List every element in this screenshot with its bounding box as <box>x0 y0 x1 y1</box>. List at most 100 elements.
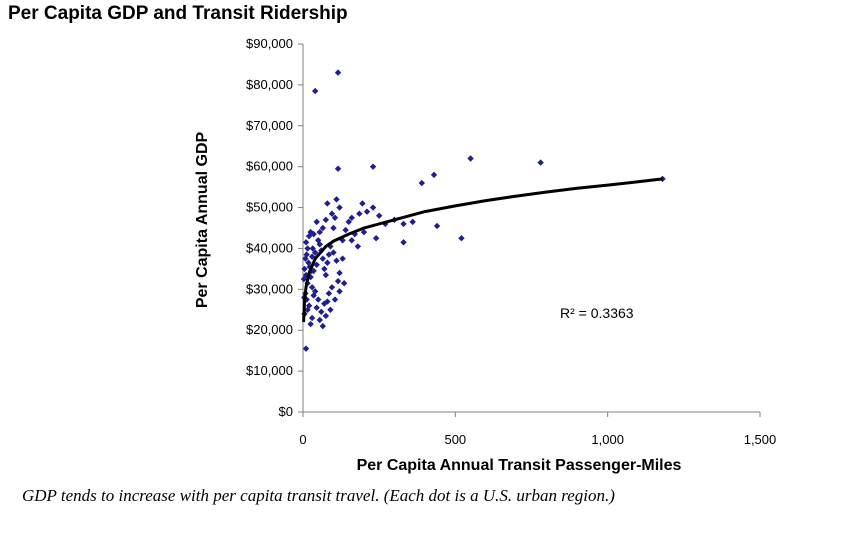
data-point <box>319 322 327 330</box>
data-point <box>302 239 310 246</box>
data-point <box>321 265 328 273</box>
data-point <box>336 269 343 277</box>
data-point <box>369 163 377 170</box>
data-point <box>310 292 317 299</box>
data-point <box>400 220 407 228</box>
data-point <box>334 277 342 285</box>
data-point <box>324 259 331 266</box>
data-point <box>315 296 322 303</box>
data-point <box>430 171 438 179</box>
y-tick-label: $20,000 <box>246 322 293 337</box>
y-tick-label: $80,000 <box>246 77 293 92</box>
data-point <box>330 224 337 232</box>
x-tick-label: 0 <box>299 432 306 447</box>
data-point <box>301 265 308 273</box>
data-point <box>307 320 314 328</box>
data-point <box>303 251 310 258</box>
x-axis-ticks: 0 500 1,000 1,500 <box>299 412 776 447</box>
data-point <box>302 345 310 352</box>
y-axis-title: Per Capita Annual GDP <box>194 132 211 309</box>
data-point <box>458 235 465 242</box>
data-point <box>340 280 348 287</box>
data-point <box>375 212 383 219</box>
data-point <box>311 87 319 95</box>
data-point <box>300 275 308 283</box>
figure-caption: GDP tends to increase with per capita tr… <box>22 486 615 505</box>
data-point <box>328 210 336 217</box>
y-tick-label: $70,000 <box>246 118 293 133</box>
data-point <box>322 312 330 320</box>
data-points <box>300 69 666 352</box>
data-point <box>354 243 362 250</box>
scatter-plot: $0 $10,000 $20,000 $30,000 $40,000 $50,000 $60… <box>194 36 776 474</box>
y-tick-label: $50,000 <box>246 200 293 215</box>
data-point <box>537 159 544 166</box>
r-squared-annotation: R² = 0.3363 <box>560 305 634 321</box>
data-point <box>467 155 474 162</box>
data-point <box>330 249 337 256</box>
data-point <box>372 235 380 242</box>
data-point <box>409 218 416 226</box>
data-point <box>324 200 331 207</box>
data-point <box>311 249 319 256</box>
data-point <box>318 308 325 316</box>
data-point <box>319 224 327 232</box>
data-point <box>313 304 320 311</box>
data-point <box>359 200 366 207</box>
data-point <box>334 165 342 172</box>
data-point <box>348 214 355 221</box>
y-tick-label: $0 <box>279 404 293 419</box>
data-point <box>321 300 328 307</box>
chart-title: Per Capita GDP and Transit Ridership <box>8 3 348 24</box>
data-point <box>316 228 323 236</box>
data-point <box>316 316 323 324</box>
data-point <box>360 228 368 236</box>
data-point <box>433 222 441 230</box>
data-point <box>331 296 339 303</box>
x-tick-label: 1,000 <box>591 432 624 447</box>
data-point <box>327 306 334 313</box>
data-point <box>334 69 342 76</box>
trendline <box>302 177 663 323</box>
data-point <box>316 241 323 248</box>
data-point <box>333 196 340 203</box>
data-point <box>322 271 330 279</box>
data-point <box>309 245 316 252</box>
data-point <box>325 251 333 258</box>
axes <box>302 44 760 413</box>
data-point <box>308 314 316 322</box>
data-point <box>356 210 363 217</box>
data-point <box>659 175 666 183</box>
data-point <box>319 255 327 262</box>
data-point <box>333 257 340 264</box>
data-point <box>313 261 320 268</box>
data-point <box>304 306 311 313</box>
data-point <box>308 284 316 291</box>
data-point <box>325 290 333 297</box>
data-point <box>313 218 320 226</box>
data-point <box>363 208 371 215</box>
x-axis-title: Per Capita Annual Transit Passenger-Mile… <box>357 457 682 474</box>
data-point <box>369 204 377 211</box>
data-point <box>351 230 358 238</box>
x-tick-label: 500 <box>444 432 466 447</box>
data-point <box>331 214 339 221</box>
y-tick-label: $60,000 <box>246 159 293 174</box>
data-point <box>336 204 343 211</box>
data-point <box>336 288 343 295</box>
y-tick-label: $10,000 <box>246 363 293 378</box>
data-point <box>342 226 349 234</box>
data-point <box>328 284 336 291</box>
y-tick-label: $40,000 <box>246 240 293 255</box>
data-point <box>304 245 311 252</box>
y-tick-label: $90,000 <box>246 36 293 51</box>
y-tick-label: $30,000 <box>246 281 293 296</box>
data-point <box>305 232 313 240</box>
data-point <box>400 239 407 246</box>
data-point <box>308 253 316 260</box>
data-point <box>345 218 352 226</box>
data-point <box>418 179 426 187</box>
x-tick-label: 1,500 <box>744 432 777 447</box>
data-point <box>322 216 330 224</box>
data-point <box>348 237 355 244</box>
